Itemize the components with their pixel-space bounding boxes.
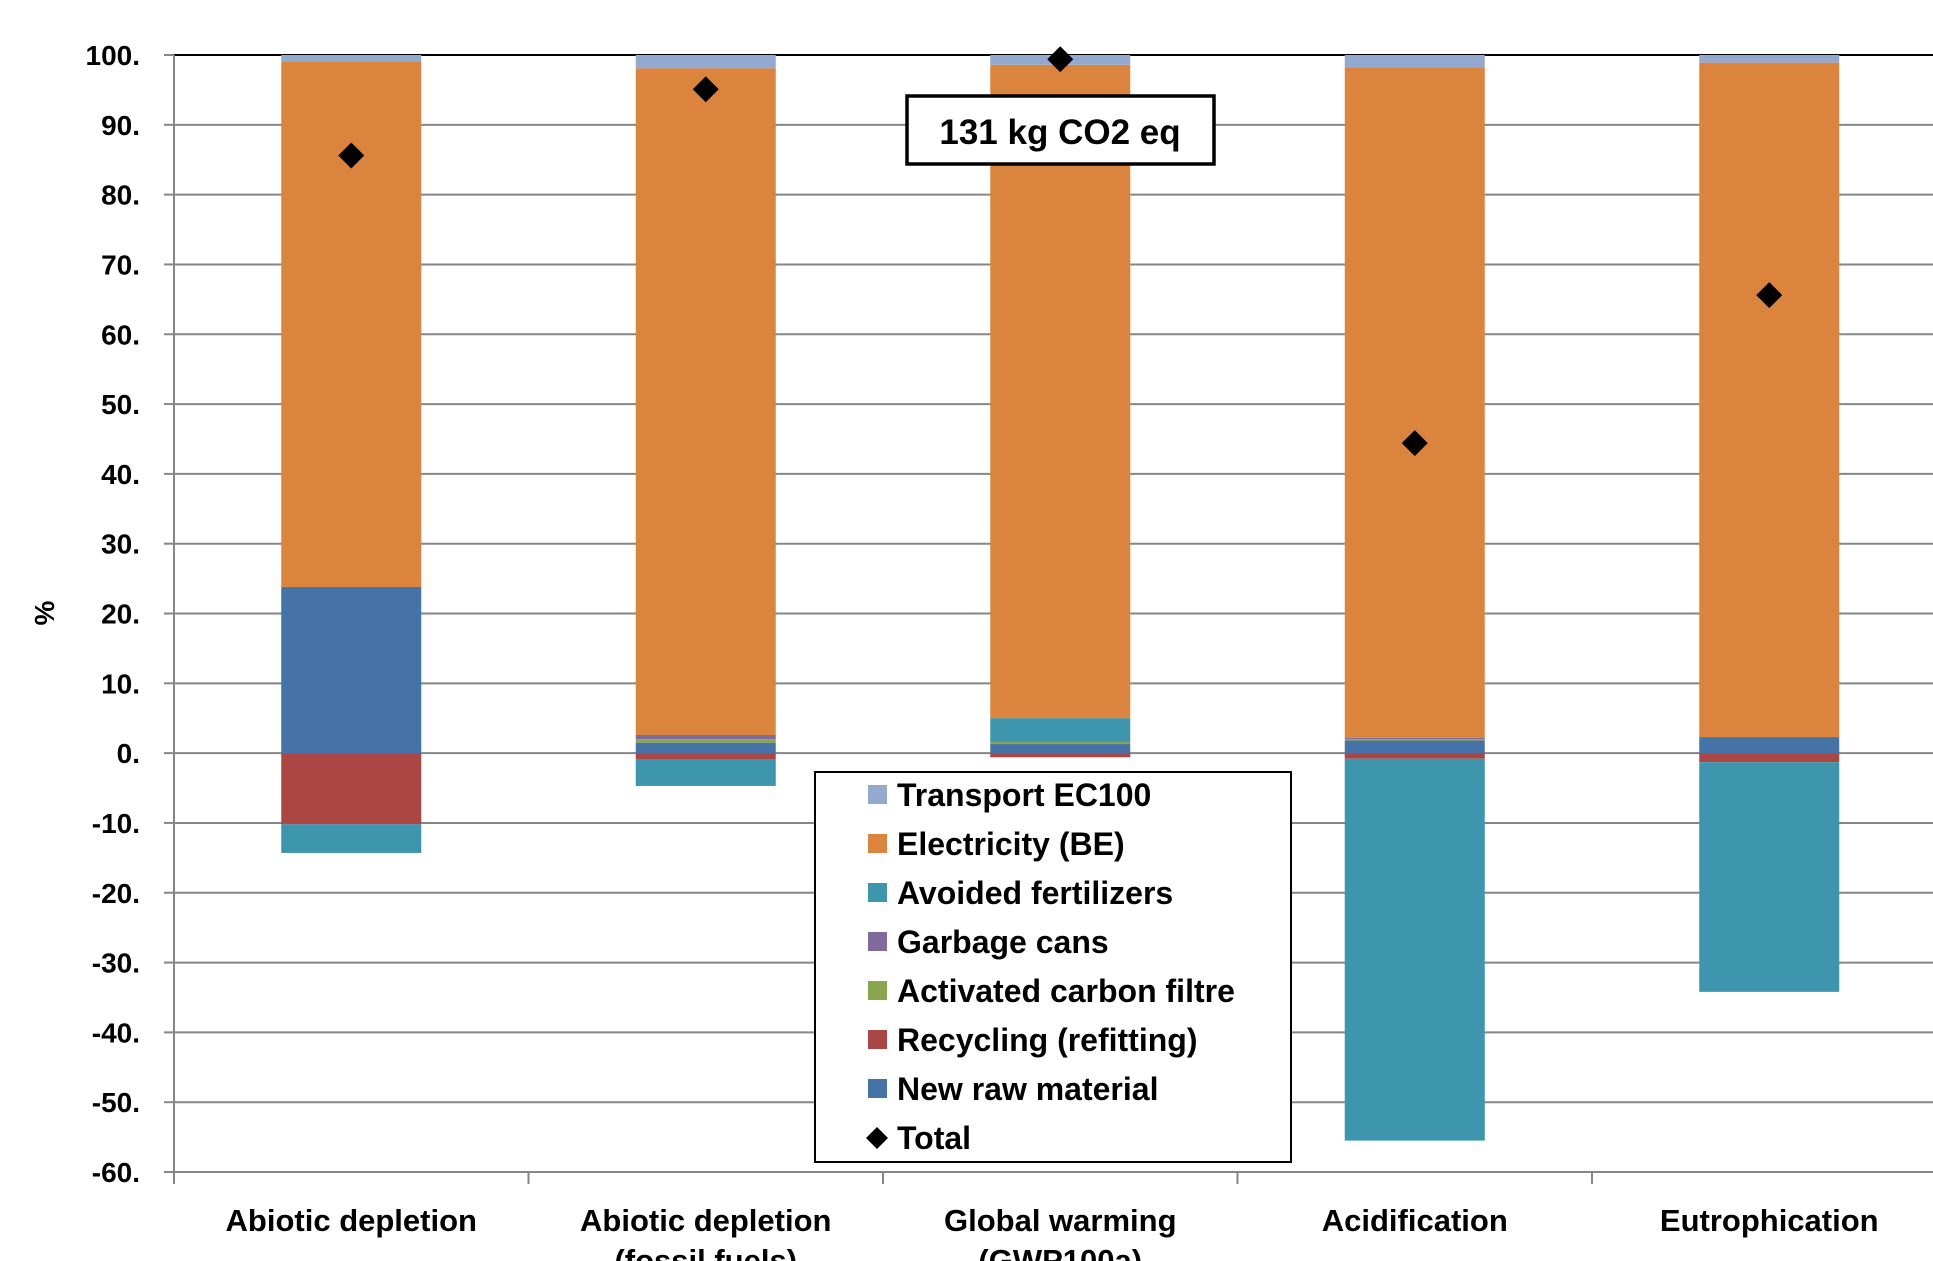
bar-segment (1699, 753, 1840, 763)
bar-segment (990, 64, 1131, 719)
bar-segment (1344, 739, 1485, 741)
y-tick-label: 10. (101, 668, 140, 699)
legend-swatch (868, 932, 887, 951)
bars (281, 55, 1840, 1141)
legend-label: Avoided fertilizers (897, 875, 1173, 911)
category-label: Abiotic depletion (580, 1203, 831, 1238)
y-tick-label: 70. (101, 249, 140, 280)
y-tick-label: 30. (101, 529, 140, 560)
y-tick-label: 50. (101, 389, 140, 420)
legend: Transport EC100 Electricity (BE) Avoided f… (814, 771, 1292, 1163)
bar-segment (990, 753, 1131, 758)
y-axis-label: % (29, 600, 60, 625)
bar-segment (635, 759, 776, 786)
bar-segment (1699, 55, 1840, 63)
legend-swatch (866, 1127, 888, 1149)
bar-segment (281, 61, 422, 587)
axes (173, 55, 1933, 1184)
bar-segment (990, 718, 1131, 742)
bar-segment (990, 741, 1131, 745)
bar-segment (1344, 758, 1485, 1141)
bar-segment (1344, 67, 1485, 738)
bar-segment (635, 739, 776, 743)
legend-label: Transport EC100 (897, 777, 1151, 813)
total-marker (1401, 430, 1428, 457)
y-tick-label: 40. (101, 459, 140, 490)
legend-swatch (868, 1030, 887, 1049)
bar-segment (1344, 737, 1485, 740)
y-tick-label: -20. (92, 878, 140, 909)
y-tick-label: 60. (101, 319, 140, 350)
bar-segment (1699, 62, 1840, 738)
y-tick-label: 100. (86, 40, 141, 71)
y-tick-label: 90. (101, 110, 140, 141)
y-tick-label: 80. (101, 180, 140, 211)
legend-swatch (868, 785, 887, 804)
category-label: Abiotic depletion (226, 1203, 477, 1238)
bar-segment (281, 55, 422, 62)
annotation: 131 kg CO2 eq (905, 94, 1216, 166)
category-label: Global warming (944, 1203, 1177, 1238)
annotation-text: 131 kg CO2 eq (939, 113, 1180, 152)
legend-swatch (868, 981, 887, 1000)
category-labels: Abiotic depletion Abiotic depletion (fossi… (226, 1203, 1879, 1261)
total-marker (1756, 282, 1783, 309)
legend-box (814, 771, 1292, 1163)
y-tick-label: 0. (117, 738, 140, 769)
legend-label: Garbage cans (897, 924, 1109, 960)
legend-label: Total (897, 1120, 971, 1156)
bar-segment (990, 744, 1131, 754)
bar-segment (635, 68, 776, 735)
bar-segment (281, 753, 422, 825)
y-tick-label: -30. (92, 948, 140, 979)
category-label: Acidification (1322, 1203, 1508, 1238)
y-tick-labels: 100. 90. 80. 70. 60. 50. 40. 30. 20. 10. 0. -10. -20… (86, 40, 141, 1188)
y-tick-label: -10. (92, 808, 140, 839)
legend-swatch (868, 834, 887, 853)
y-tick-label: 20. (101, 599, 140, 630)
bar-segment (281, 586, 422, 754)
bar-segment (635, 753, 776, 760)
bar-segment (1699, 762, 1840, 992)
bar-segment (635, 734, 776, 740)
legend-label: New raw material (897, 1071, 1158, 1107)
legend-items: Transport EC100 Electricity (BE) Avoided f… (866, 777, 1235, 1156)
category-label: Eutrophication (1660, 1203, 1879, 1238)
total-marker (338, 142, 365, 169)
total-marker (1047, 46, 1074, 73)
total-marker (692, 76, 719, 103)
y-tick-label: -60. (92, 1157, 140, 1188)
bar-segment (1344, 753, 1485, 759)
legend-swatch (868, 1079, 887, 1098)
legend-label: Electricity (BE) (897, 826, 1125, 862)
bar-segment (1699, 737, 1840, 754)
bar-segment (635, 742, 776, 754)
legend-label: Recycling (refitting) (897, 1022, 1197, 1058)
y-tick-label: -40. (92, 1017, 140, 1048)
legend-swatch (868, 883, 887, 902)
bar-segment (1344, 740, 1485, 754)
legend-label: Activated carbon filtre (897, 973, 1235, 1009)
bar-segment (1344, 55, 1485, 68)
bar-segment (281, 824, 422, 853)
category-label: (GWP100a) (978, 1243, 1142, 1261)
annotation-box (905, 94, 1216, 166)
bar-segment (635, 55, 776, 69)
total-markers (338, 46, 1783, 457)
category-label: (fossil fuels) (614, 1243, 797, 1261)
y-tick-label: -50. (92, 1087, 140, 1118)
